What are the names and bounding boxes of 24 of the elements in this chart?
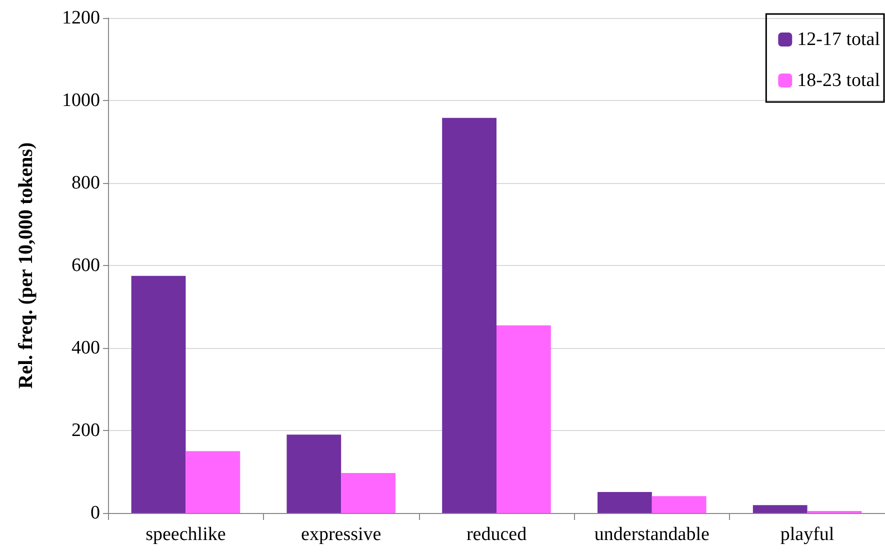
x-tick-label: expressive bbox=[301, 524, 382, 545]
x-tick-label: speechlike bbox=[146, 524, 226, 545]
bar bbox=[286, 434, 342, 513]
bar bbox=[496, 325, 551, 513]
y-axis-title: Rel. freq. (per 10,000 tokens) bbox=[15, 142, 37, 389]
y-tick-label: 600 bbox=[72, 255, 100, 276]
bar bbox=[598, 492, 652, 513]
x-tick-label: reduced bbox=[466, 524, 528, 545]
y-tick-label: 1200 bbox=[62, 8, 100, 28]
y-tick-label: 0 bbox=[90, 502, 100, 524]
legend-label: 12-17 total bbox=[797, 29, 880, 50]
bar bbox=[652, 496, 706, 513]
bar bbox=[442, 118, 496, 513]
bar bbox=[186, 451, 240, 513]
y-tick-label: 200 bbox=[72, 420, 100, 441]
legend-label: 18-23 total bbox=[797, 70, 880, 91]
x-tick-label: understandable bbox=[594, 524, 710, 545]
bar bbox=[752, 505, 808, 513]
y-tick-label: 1000 bbox=[62, 90, 100, 111]
y-tick-label: 800 bbox=[72, 172, 100, 194]
bar bbox=[341, 472, 396, 513]
bar bbox=[131, 276, 186, 513]
y-tick-label: 400 bbox=[72, 338, 100, 358]
x-tick-label: playful bbox=[780, 524, 834, 545]
